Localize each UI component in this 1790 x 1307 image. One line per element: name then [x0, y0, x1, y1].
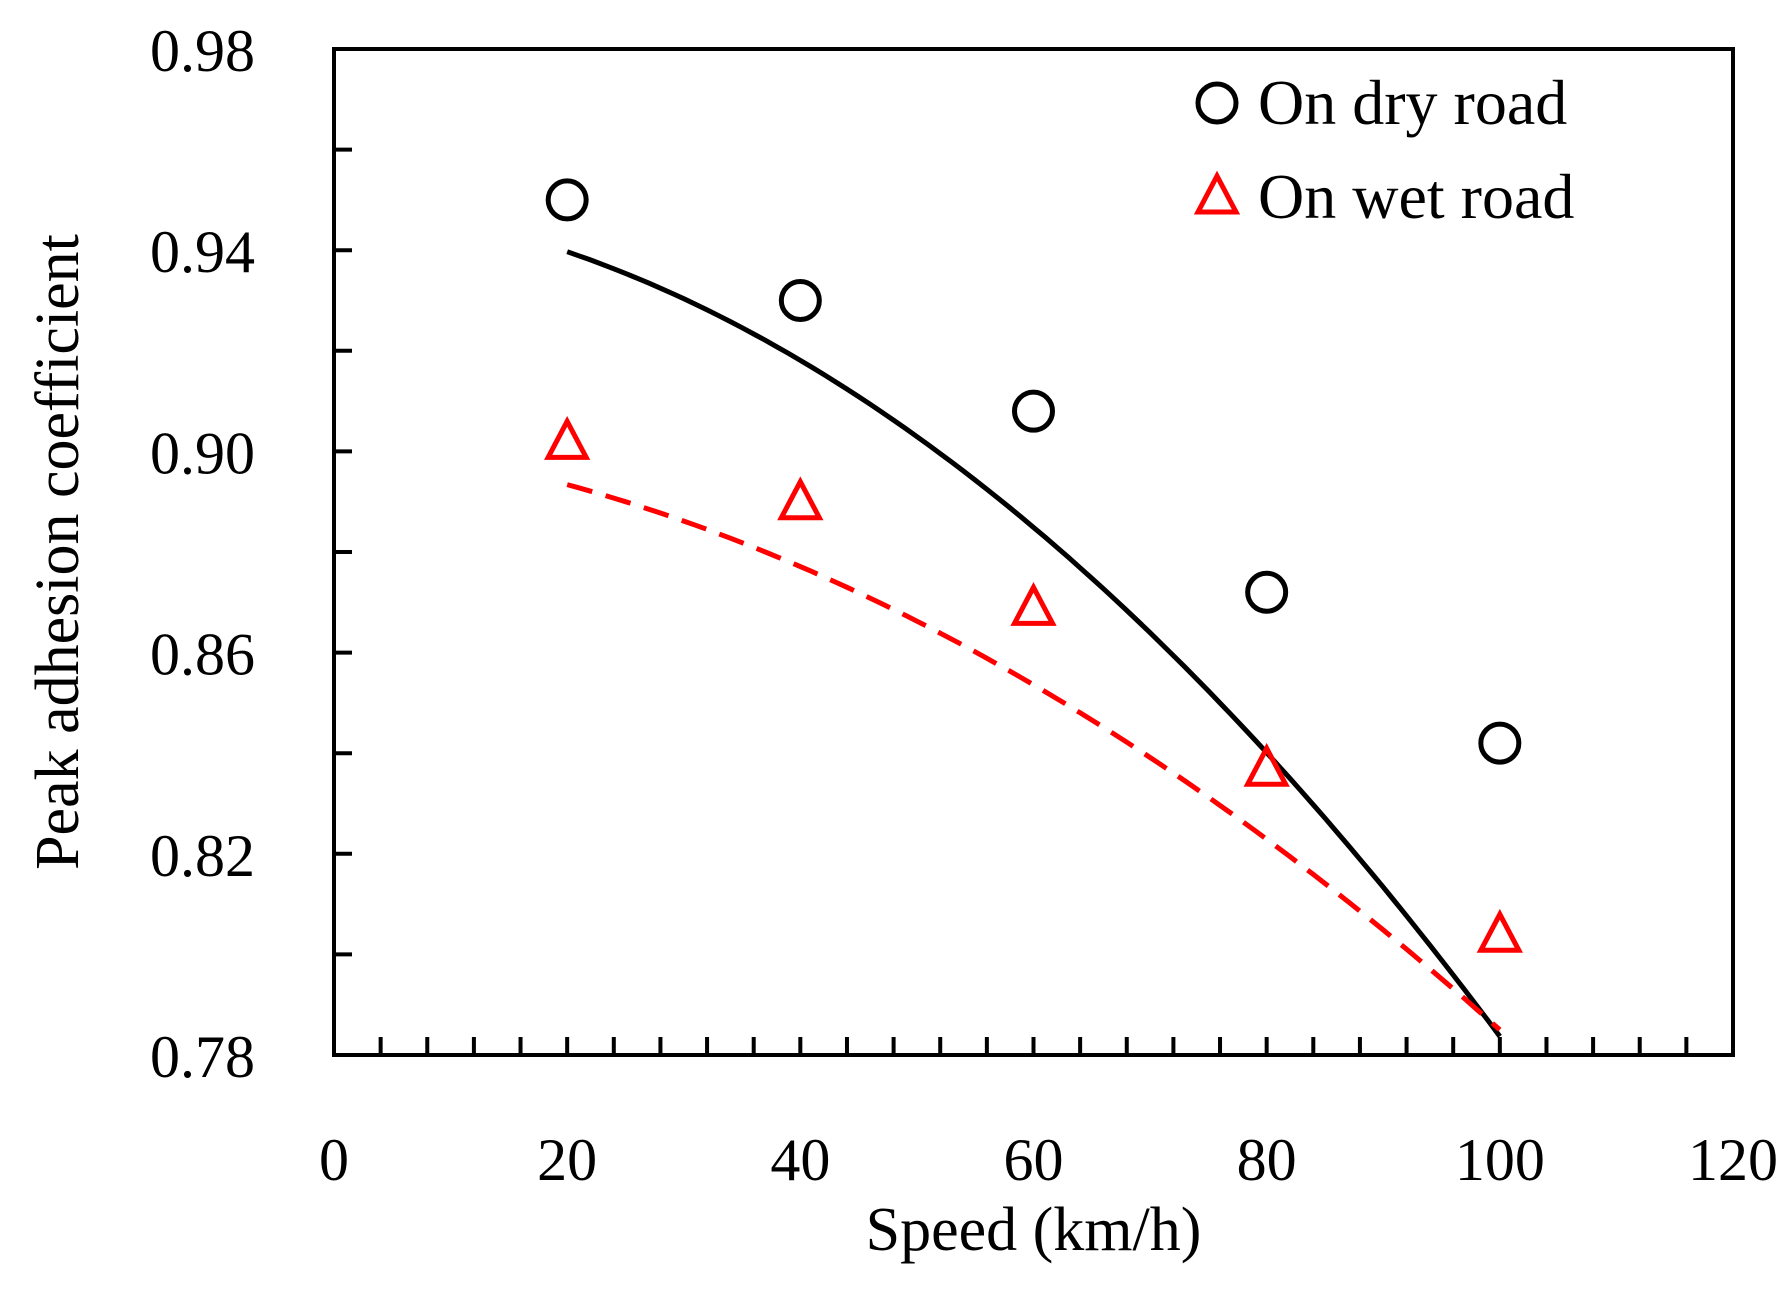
- data-point-circle: [778, 279, 822, 322]
- data-point-triangle: [1476, 908, 1523, 953]
- y-axis-title: Peak adhesion coefficient: [24, 234, 92, 870]
- x-tick-label: 100: [1455, 1127, 1545, 1193]
- y-tick-labels: 0.78 0.82 0.86 0.90 0.94 0.98: [150, 18, 255, 1090]
- fit-line-series-1: [566, 482, 1502, 1032]
- x-tick-label: 80: [1237, 1127, 1297, 1193]
- y-tick-label: 0.82: [150, 823, 255, 889]
- legend-triangle-marker: [1193, 170, 1241, 215]
- x-tick-label: 120: [1688, 1127, 1778, 1193]
- data-point-circle: [1478, 721, 1522, 765]
- plot-area-frame: [332, 47, 1735, 1057]
- x-tick-labels: 0 20 40 60 80 100 120: [319, 1127, 1778, 1193]
- data-point-triangle: [1243, 742, 1290, 787]
- legend-label-dry-road: On dry road: [1258, 67, 1567, 138]
- y-tick-label: 0.90: [150, 420, 255, 486]
- legend-item-dry-road: On dry road: [1195, 67, 1567, 138]
- data-point-circle: [1012, 389, 1055, 433]
- data-point-circle: [545, 178, 589, 222]
- data-point-circle: [1245, 570, 1289, 614]
- data-point-triangle: [544, 415, 591, 460]
- fit-line-series-0: [566, 249, 1502, 1038]
- data-point-triangle: [1010, 581, 1057, 626]
- legend: On dry road On wet road: [1193, 67, 1574, 232]
- y-tick-label: 0.86: [150, 622, 255, 688]
- x-tick-label: 20: [537, 1127, 597, 1193]
- y-tick-label: 0.78: [150, 1024, 255, 1090]
- y-tick-label: 0.94: [150, 219, 255, 285]
- legend-circle-marker: [1195, 81, 1239, 125]
- x-tick-label: 60: [1004, 1127, 1064, 1193]
- y-tick-label: 0.98: [150, 18, 255, 84]
- axis-ticks: [334, 147, 1689, 1055]
- legend-label-wet-road: On wet road: [1258, 161, 1574, 232]
- x-tick-label: 40: [770, 1127, 830, 1193]
- data-point-triangle: [777, 476, 824, 521]
- legend-item-wet-road: On wet road: [1193, 161, 1574, 232]
- x-tick-label: 0: [319, 1127, 349, 1193]
- x-axis-title: Speed (km/h): [866, 1196, 1202, 1264]
- series-layer: [544, 178, 1523, 1038]
